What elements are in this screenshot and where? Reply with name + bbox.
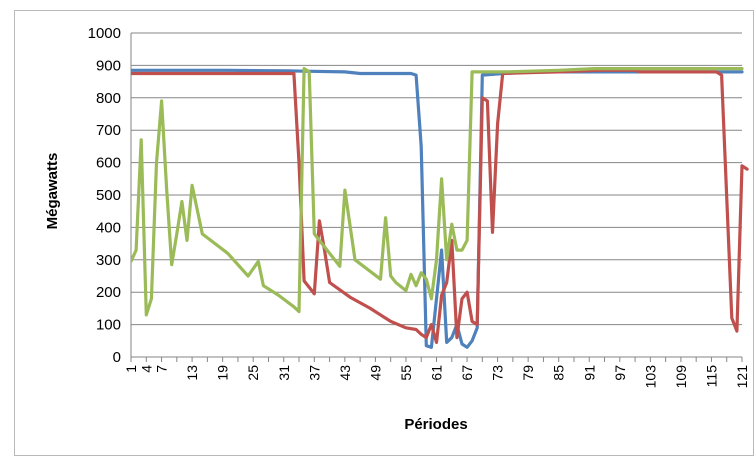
y-axis-label: Mégawatts	[44, 153, 61, 230]
x-tick-label: 55	[398, 365, 414, 381]
x-tick-label: 85	[551, 365, 567, 381]
line-chart: 0 100 200 300 400 500 600 700 800 900 1000 1 7 13 19 2…	[44, 25, 750, 433]
x-tick-label: 13	[184, 365, 200, 381]
series-lines	[131, 67, 749, 349]
y-tick-label: 200	[96, 284, 121, 301]
y-tick-label: 700	[96, 122, 121, 139]
x-tick-labels: 1 7 13 19 25 31 37 43 49 55 61 67 73 79 85 91 97 103 109 11…	[123, 365, 750, 389]
series-line-1	[131, 68, 744, 349]
chart-frame: 0 100 200 300 400 500 600 700 800 900 1000 1 7 13 19 2…	[14, 10, 754, 456]
y-tick-label: 900	[96, 57, 121, 74]
x-tick-label: 109	[673, 365, 689, 389]
x-tick-label: 67	[459, 365, 475, 381]
x-tick-label: 73	[490, 365, 506, 381]
x-tick-label: 49	[367, 365, 383, 381]
series-line-3	[131, 67, 744, 317]
x-tick-label: 19	[215, 365, 231, 381]
x-tick-label: 1	[123, 365, 139, 373]
y-tick-labels: 0 100 200 300 400 500 600 700 800 900 1000	[88, 25, 121, 366]
y-tick-label: 100	[96, 317, 121, 334]
x-tick-label: 103	[642, 365, 658, 389]
y-tick-label: 1000	[88, 25, 121, 42]
x-tick-label: 25	[245, 365, 261, 381]
y-tick-label: 300	[96, 252, 121, 269]
x-tick-label: 4	[138, 365, 154, 373]
axes	[130, 33, 743, 362]
x-axis-label: Périodes	[404, 416, 467, 433]
gridlines	[131, 32, 742, 326]
x-tick-label: 97	[612, 365, 628, 381]
x-tick-label: 43	[337, 365, 353, 381]
y-tick-label: 400	[96, 219, 121, 236]
y-tick-label: 0	[113, 349, 121, 366]
x-tick-label: 7	[154, 365, 170, 373]
y-tick-label: 500	[96, 187, 121, 204]
x-tick-label: 115	[703, 365, 719, 388]
y-tick-label: 800	[96, 90, 121, 107]
y-tick-label: 600	[96, 155, 121, 172]
x-tick-label: 91	[581, 365, 597, 381]
x-tick-label: 79	[520, 365, 536, 381]
x-tick-label: 37	[306, 365, 322, 381]
x-tick-label: 61	[429, 365, 445, 381]
x-tick-label: 121	[734, 365, 750, 389]
x-tick-label: 31	[276, 365, 292, 381]
